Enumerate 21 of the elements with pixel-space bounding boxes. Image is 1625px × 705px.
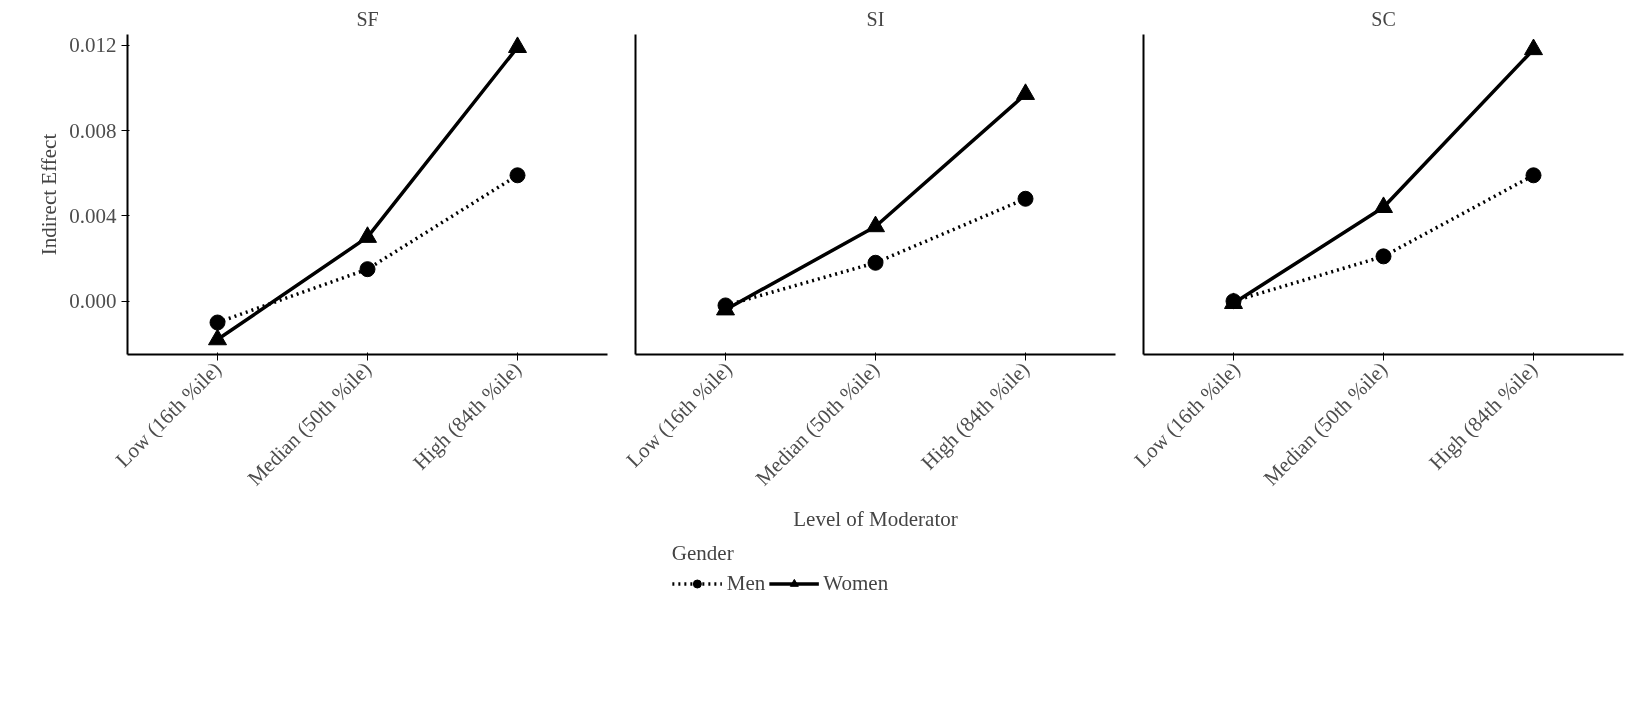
y-tick-label: 0.004: [69, 203, 117, 228]
point: [866, 215, 885, 233]
point: [209, 314, 226, 331]
chart-title: SI: [866, 7, 885, 30]
legend-label: Men: [726, 570, 766, 596]
point: [359, 261, 376, 278]
y-tick-label: 0.000: [69, 289, 117, 314]
point: [1016, 83, 1035, 100]
y-axis-title: Indirect Effect: [37, 133, 62, 256]
y-tick-label: 0.012: [69, 33, 117, 58]
point: [867, 254, 884, 271]
point: [1017, 190, 1034, 207]
chart-title: SC: [1371, 7, 1396, 30]
legend-title: Gender: [671, 540, 735, 566]
chart-title: SF: [356, 7, 379, 30]
y-tick-label: 0.008: [69, 118, 117, 143]
point: [508, 36, 527, 53]
point: [358, 226, 377, 243]
point: [509, 167, 526, 184]
legend-label: Women: [823, 570, 889, 596]
x-axis-title: Level of Moderator: [793, 506, 958, 531]
